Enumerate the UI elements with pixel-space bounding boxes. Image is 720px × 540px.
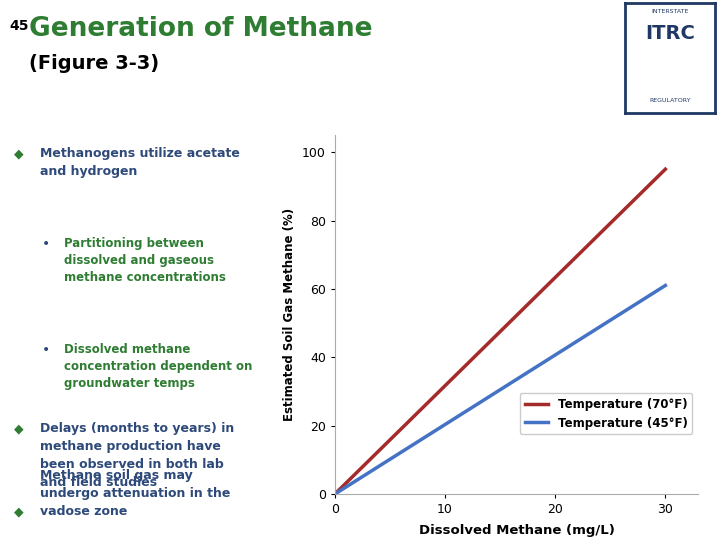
- Text: (Figure 3-3): (Figure 3-3): [29, 54, 159, 73]
- Text: ◆: ◆: [14, 147, 24, 160]
- Text: ◆: ◆: [14, 505, 24, 518]
- Text: 45: 45: [9, 19, 29, 33]
- Text: Generation of Methane: Generation of Methane: [29, 16, 372, 42]
- Text: INTERSTATE: INTERSTATE: [652, 9, 688, 14]
- Text: •: •: [42, 343, 50, 357]
- Text: ◆: ◆: [14, 422, 24, 435]
- Text: Delays (months to years) in
methane production have
been observed in both lab
an: Delays (months to years) in methane prod…: [40, 422, 234, 489]
- Text: Partitioning between
dissolved and gaseous
methane concentrations: Partitioning between dissolved and gaseo…: [64, 237, 226, 284]
- X-axis label: Dissolved Methane (mg/L): Dissolved Methane (mg/L): [418, 524, 615, 537]
- Text: Methane soil gas may
undergo attenuation in the
vadose zone: Methane soil gas may undergo attenuation…: [40, 469, 230, 518]
- Text: Methanogens utilize acetate
and hydrogen: Methanogens utilize acetate and hydrogen: [40, 147, 240, 178]
- Text: REGULATORY: REGULATORY: [649, 98, 690, 103]
- Legend: Temperature (70°F), Temperature (45°F): Temperature (70°F), Temperature (45°F): [520, 393, 693, 434]
- Text: Dissolved methane
concentration dependent on
groundwater temps: Dissolved methane concentration dependen…: [64, 343, 252, 390]
- Text: •: •: [42, 237, 50, 251]
- Text: ITRC: ITRC: [645, 24, 695, 43]
- Y-axis label: Estimated Soil Gas Methane (%): Estimated Soil Gas Methane (%): [284, 208, 297, 421]
